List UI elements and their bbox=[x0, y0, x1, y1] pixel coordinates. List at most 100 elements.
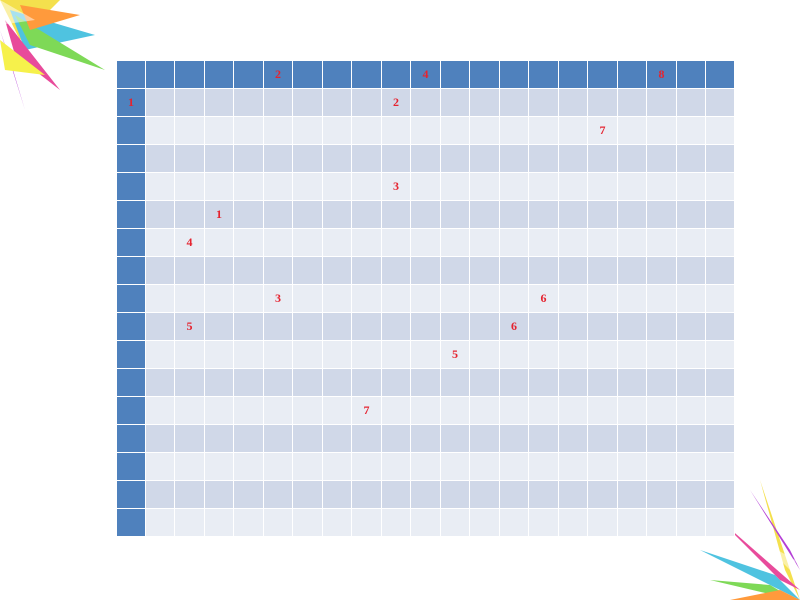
grid-cell bbox=[292, 312, 323, 341]
grid-cell bbox=[440, 452, 470, 481]
grid-cell bbox=[410, 284, 441, 313]
grid-cell bbox=[263, 452, 293, 481]
grid-cell bbox=[469, 368, 500, 397]
grid-cell bbox=[587, 452, 618, 481]
grid-cell bbox=[558, 452, 588, 481]
grid-cell bbox=[292, 88, 323, 117]
grid-cell bbox=[617, 508, 647, 537]
grid-cell bbox=[381, 256, 411, 285]
grid-cell bbox=[410, 480, 441, 509]
grid-cell bbox=[528, 452, 559, 481]
grid-cell bbox=[145, 256, 175, 285]
grid-cell bbox=[263, 144, 293, 173]
grid-cell bbox=[322, 368, 352, 397]
grid-cell bbox=[116, 60, 146, 89]
grid-cell bbox=[174, 172, 205, 201]
grid-cell bbox=[410, 452, 441, 481]
grid-cell bbox=[528, 340, 559, 369]
grid-cell bbox=[528, 396, 559, 425]
grid-cell bbox=[558, 284, 588, 313]
grid-cell bbox=[617, 60, 647, 89]
grid-cell bbox=[263, 480, 293, 509]
grid-cell bbox=[646, 144, 677, 173]
grid-cell bbox=[381, 368, 411, 397]
grid-cell bbox=[204, 452, 234, 481]
grid-cell bbox=[646, 172, 677, 201]
grid-cell bbox=[705, 88, 735, 117]
grid-cell bbox=[499, 200, 529, 229]
grid-cell bbox=[410, 144, 441, 173]
grid-cell bbox=[292, 256, 323, 285]
grid-cell bbox=[233, 312, 264, 341]
grid-cell bbox=[440, 200, 470, 229]
grid-cell bbox=[499, 368, 529, 397]
grid-cell bbox=[174, 480, 205, 509]
grid-cell bbox=[528, 368, 559, 397]
grid-cell bbox=[292, 228, 323, 257]
grid-cell bbox=[410, 508, 441, 537]
grid-cell bbox=[263, 368, 293, 397]
grid-cell bbox=[587, 340, 618, 369]
grid-cell bbox=[174, 424, 205, 453]
grid-cell bbox=[381, 508, 411, 537]
grid-cell bbox=[233, 368, 264, 397]
grid-cell bbox=[705, 200, 735, 229]
grid-cell bbox=[499, 340, 529, 369]
grid-cell bbox=[204, 480, 234, 509]
grid-cell bbox=[617, 424, 647, 453]
grid-cell bbox=[440, 396, 470, 425]
grid-cell bbox=[322, 116, 352, 145]
grid-cell bbox=[292, 452, 323, 481]
grid-cell bbox=[676, 480, 706, 509]
grid-cell bbox=[292, 284, 323, 313]
grid-cell bbox=[676, 228, 706, 257]
grid-cell bbox=[440, 60, 470, 89]
grid-cell bbox=[410, 116, 441, 145]
grid-cell bbox=[469, 200, 500, 229]
grid-cell bbox=[499, 144, 529, 173]
grid-cell bbox=[558, 228, 588, 257]
grid-cell bbox=[233, 480, 264, 509]
grid-cell bbox=[204, 368, 234, 397]
grid-cell bbox=[204, 144, 234, 173]
grid-cell bbox=[617, 312, 647, 341]
grid-cell bbox=[233, 116, 264, 145]
grid-cell bbox=[204, 172, 234, 201]
grid-cell bbox=[499, 116, 529, 145]
grid-cell bbox=[676, 144, 706, 173]
grid-cell bbox=[469, 172, 500, 201]
grid-cell bbox=[174, 144, 205, 173]
grid-cell bbox=[410, 200, 441, 229]
grid-cell bbox=[174, 200, 205, 229]
grid-row bbox=[116, 508, 735, 537]
grid-cell bbox=[705, 312, 735, 341]
grid-cell bbox=[233, 284, 264, 313]
numbered-cell: 6 bbox=[528, 284, 559, 313]
grid-cell bbox=[351, 508, 382, 537]
numbered-cell: 7 bbox=[587, 116, 618, 145]
grid-cell bbox=[292, 508, 323, 537]
header-row: 2 4 8 bbox=[116, 60, 735, 89]
grid-cell bbox=[233, 256, 264, 285]
grid-cell bbox=[292, 60, 323, 89]
grid-cell bbox=[174, 452, 205, 481]
grid-cell bbox=[322, 172, 352, 201]
grid-cell bbox=[410, 396, 441, 425]
grid-cell bbox=[558, 200, 588, 229]
grid-cell bbox=[528, 60, 559, 89]
grid-cell bbox=[233, 340, 264, 369]
grid-cell bbox=[233, 88, 264, 117]
grid-cell bbox=[233, 508, 264, 537]
grid-cell bbox=[263, 396, 293, 425]
grid-cell bbox=[145, 424, 175, 453]
grid-cell bbox=[646, 116, 677, 145]
grid-cell bbox=[145, 396, 175, 425]
grid-cell bbox=[469, 340, 500, 369]
grid-cell bbox=[469, 508, 500, 537]
grid-row: 7 bbox=[116, 396, 735, 425]
grid-cell bbox=[587, 284, 618, 313]
grid-cell bbox=[263, 508, 293, 537]
grid-cell bbox=[499, 60, 529, 89]
